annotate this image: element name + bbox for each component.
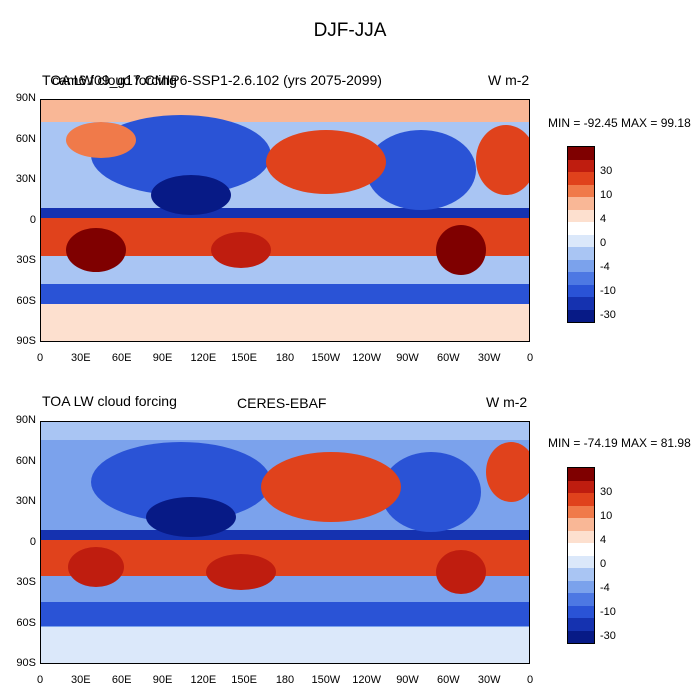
lon-tick-label: 60W bbox=[437, 352, 460, 364]
lat-tick-label: 90S bbox=[16, 335, 36, 347]
lon-tick-label: 0 bbox=[36, 674, 44, 686]
lon-tick-label: 30E bbox=[71, 674, 91, 686]
colorbar bbox=[567, 467, 595, 644]
colorbar-swatch bbox=[568, 605, 594, 618]
lon-tick-label: 90E bbox=[152, 352, 173, 364]
lon-tick-label: 30W bbox=[477, 674, 501, 686]
lon-tick-label: 0 bbox=[526, 352, 534, 364]
lat-tick-label: 60S bbox=[16, 616, 36, 629]
panel-center-title: cam6.f09_g17.CMIP6-SSP1-2.6.102 (yrs 207… bbox=[52, 72, 382, 88]
lon-tick-label: 0 bbox=[526, 674, 534, 686]
min-max-label: MIN = -74.19 MAX = 81.98 bbox=[548, 436, 691, 450]
lon-tick-label: 60W bbox=[437, 674, 460, 686]
colorbar-swatch bbox=[568, 505, 594, 518]
colorbar-swatch bbox=[568, 222, 594, 235]
colorbar-label: 4 bbox=[600, 534, 607, 546]
colorbar-swatch bbox=[568, 147, 594, 160]
colorbar-label: 30 bbox=[600, 165, 613, 177]
contour-map bbox=[41, 422, 529, 663]
colorbar-label: 30 bbox=[600, 486, 613, 498]
colorbar-label: 10 bbox=[600, 189, 613, 201]
colorbar-label: -4 bbox=[600, 582, 610, 594]
colorbar-swatch bbox=[568, 272, 594, 285]
map-plot bbox=[40, 421, 530, 664]
colorbar-label: -10 bbox=[600, 606, 616, 618]
colorbar-label: -30 bbox=[600, 630, 616, 642]
lon-tick-label: 120E bbox=[190, 352, 217, 364]
lat-tick-label: 30S bbox=[16, 576, 36, 588]
lat-tick-label: 30S bbox=[16, 254, 36, 266]
lon-tick-label: 150W bbox=[311, 352, 341, 364]
lon-tick-label: 120W bbox=[352, 352, 382, 364]
contour-map bbox=[41, 100, 529, 341]
lat-tick-label: 90S bbox=[16, 657, 36, 669]
figure-title: DJF-JJA bbox=[313, 20, 387, 41]
lat-tick-label: 30N bbox=[15, 173, 36, 185]
lon-tick-label: 120W bbox=[352, 674, 382, 686]
panel-left-title: TOA LW cloud forcing bbox=[42, 393, 177, 409]
min-max-label: MIN = -92.45 MAX = 99.18 bbox=[548, 116, 691, 130]
colorbar-swatch bbox=[568, 568, 594, 581]
lon-tick-label: 30E bbox=[71, 352, 91, 364]
lon-tick-label: 60E bbox=[111, 674, 132, 686]
lon-tick-label: 180 bbox=[275, 352, 295, 364]
colorbar-label: -10 bbox=[600, 285, 616, 297]
colorbar-swatch bbox=[568, 543, 594, 556]
lat-tick-label: 60N bbox=[15, 454, 36, 467]
colorbar-swatch bbox=[568, 480, 594, 493]
panel-units: W m-2 bbox=[488, 72, 530, 88]
lat-tick-label: 0 bbox=[29, 213, 36, 226]
lon-tick-label: 30W bbox=[477, 352, 501, 364]
colorbar-swatch bbox=[568, 593, 594, 606]
colorbar-swatch bbox=[568, 197, 594, 210]
colorbar-label: 0 bbox=[600, 237, 607, 249]
colorbar-swatch bbox=[568, 555, 594, 568]
lon-tick-label: 150E bbox=[231, 352, 257, 364]
lat-tick-label: 90N bbox=[15, 92, 36, 104]
lon-tick-label: 150E bbox=[231, 674, 257, 686]
colorbar-swatch bbox=[568, 284, 594, 297]
panel-center-title: CERES-EBAF bbox=[237, 395, 327, 411]
lon-tick-label: 0 bbox=[36, 352, 44, 364]
lat-tick-label: 60N bbox=[15, 132, 36, 145]
lat-tick-label: 60S bbox=[16, 294, 36, 307]
lon-tick-label: 90E bbox=[152, 674, 173, 686]
panel-units: W m-2 bbox=[486, 394, 528, 410]
colorbar-swatch bbox=[568, 259, 594, 272]
colorbar-swatch bbox=[568, 618, 594, 631]
lat-tick-label: 0 bbox=[29, 535, 36, 548]
colorbar bbox=[567, 146, 595, 323]
colorbar-swatch bbox=[568, 468, 594, 481]
lat-tick-label: 30N bbox=[15, 495, 36, 507]
colorbar-label: 4 bbox=[600, 213, 607, 225]
colorbar-label: 10 bbox=[600, 510, 613, 522]
lon-tick-label: 150W bbox=[311, 674, 341, 686]
colorbar-swatch bbox=[568, 247, 594, 260]
colorbar-label: -30 bbox=[600, 309, 616, 321]
colorbar-label: 0 bbox=[600, 558, 607, 570]
colorbar-swatch bbox=[568, 518, 594, 531]
lon-tick-label: 120E bbox=[190, 674, 217, 686]
colorbar-swatch bbox=[568, 580, 594, 593]
colorbar-swatch bbox=[568, 234, 594, 247]
map-plot bbox=[40, 99, 530, 342]
colorbar-swatch bbox=[568, 630, 594, 643]
colorbar-swatch bbox=[568, 184, 594, 197]
colorbar-swatch bbox=[568, 172, 594, 185]
colorbar-swatch bbox=[568, 159, 594, 172]
lon-tick-label: 60E bbox=[111, 352, 132, 364]
colorbar-label: -4 bbox=[600, 261, 610, 273]
colorbar-swatch bbox=[568, 530, 594, 543]
colorbar-swatch bbox=[568, 493, 594, 506]
panel-top: TOA LW cloud forcing cam6.f09_g17.CMIP6-… bbox=[40, 72, 691, 342]
colorbar-swatch bbox=[568, 309, 594, 322]
panel-left-title: TOA LW cloud forcing bbox=[42, 72, 177, 88]
colorbar-swatch bbox=[568, 209, 594, 222]
lat-tick-label: 90N bbox=[15, 414, 36, 426]
lon-tick-label: 180 bbox=[275, 674, 295, 686]
colorbar-swatch bbox=[568, 297, 594, 310]
lon-tick-label: 90W bbox=[396, 674, 419, 686]
lon-tick-label: 90W bbox=[396, 352, 419, 364]
